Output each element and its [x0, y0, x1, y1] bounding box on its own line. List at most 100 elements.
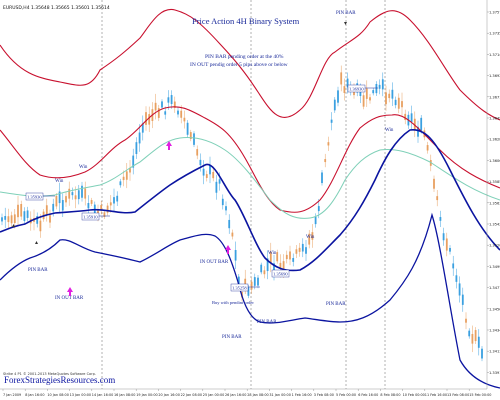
- candle-body: [68, 188, 71, 199]
- candle-body: [449, 247, 451, 252]
- price-tick-label: 1.35205: [489, 244, 500, 248]
- candle-body: [404, 113, 407, 121]
- price-tick-label: 1.34775: [489, 286, 500, 290]
- candle-body: [148, 114, 151, 125]
- candle-body: [417, 126, 419, 137]
- candle-body: [218, 179, 221, 184]
- candle-body: [65, 196, 67, 203]
- time-tick-label: 28 Jan 08:00: [247, 393, 268, 397]
- price-box-2: 1.35910: [81, 212, 100, 221]
- candle-body: [87, 202, 90, 209]
- candle-body: [209, 165, 211, 175]
- candle-body: [113, 197, 115, 204]
- price-tick-label: 1.37140: [489, 53, 500, 57]
- candle-body: [247, 287, 250, 296]
- candle-body: [119, 181, 122, 186]
- time-tick-label: 3 Feb 08:00: [314, 393, 334, 397]
- candle-body: [340, 72, 343, 85]
- time-tick-label: 10 Feb 00:00: [403, 393, 425, 397]
- candle-body: [452, 263, 455, 269]
- candle-body: [276, 252, 279, 262]
- candle-body: [45, 205, 48, 216]
- candle-body: [269, 251, 272, 264]
- candle-body: [189, 132, 192, 139]
- candle-body: [301, 243, 304, 252]
- middle-bollinger-band: [0, 137, 500, 219]
- label-win-4: Win: [306, 235, 315, 240]
- candle-body: [132, 155, 135, 168]
- candle-body: [279, 262, 282, 269]
- down-arrow-icon: [344, 22, 347, 25]
- brand-watermark: ForexStrategiesResources.com: [4, 375, 115, 385]
- candle-body: [177, 110, 179, 115]
- chart-title: Price Action 4H Binary System: [192, 16, 300, 26]
- up-arrow-icon: [166, 141, 172, 150]
- candle-body: [215, 181, 218, 193]
- up-arrow-icon: [12, 224, 15, 227]
- price-box-5: 1.35690: [271, 269, 290, 278]
- price-box-1: 1.35930: [25, 192, 44, 201]
- candle-body: [362, 95, 365, 107]
- candle-body: [36, 216, 39, 224]
- candle-body: [202, 168, 205, 176]
- time-tick-label: 5 Feb 00:00: [336, 393, 356, 397]
- candle-body: [324, 159, 327, 163]
- symbol-info: EURUSD,H4 1.35648 1.35665 1.35601 1.3561…: [3, 5, 110, 11]
- candle-body: [125, 171, 128, 180]
- time-axis: 7 Jan 2009 8 Jan 16:00 10 Jan 08:00 13 Jan …: [0, 388, 491, 397]
- label-win-2: Win: [79, 165, 88, 170]
- time-tick-label: 13 Feb 08:00: [447, 393, 469, 397]
- candle-body: [266, 258, 269, 272]
- time-tick-label: 25 Jan 00:00: [203, 393, 224, 397]
- candle-body: [465, 318, 467, 323]
- time-tick-label: 1 Feb 16:00: [292, 393, 312, 397]
- label-win-5: Win: [385, 128, 394, 133]
- candle-body: [199, 159, 202, 166]
- candle-body: [61, 200, 64, 211]
- price-tick-label: 1.37355: [489, 32, 500, 36]
- up-arrow-icon: [67, 287, 73, 296]
- candle-body: [481, 348, 483, 359]
- candle-body: [244, 278, 247, 286]
- candle-body: [375, 84, 378, 94]
- price-tick-label: 1.36495: [489, 117, 500, 121]
- candle-body: [183, 117, 186, 122]
- candle-body: [13, 214, 16, 224]
- note-in-out: IN OUT pendig order 5 pips above or belo…: [190, 62, 288, 68]
- svg-text:1.35930: 1.35930: [27, 195, 42, 200]
- time-tick-label: 14 Jan 16:00: [92, 393, 113, 397]
- candle-body: [167, 97, 170, 103]
- price-tick-label: 1.36280: [489, 138, 500, 142]
- price-tick-label: 1.33915: [489, 371, 500, 375]
- label-pin-bar-bottom-1: PIN BAR: [222, 335, 242, 340]
- label-pin-bar-left: PIN BAR: [28, 268, 48, 273]
- svg-text:1.36930: 1.36930: [349, 87, 364, 92]
- candle-body: [129, 168, 131, 173]
- candle-body: [58, 191, 61, 204]
- candle-body: [106, 205, 109, 213]
- candle-body: [193, 133, 195, 145]
- candle-body: [436, 196, 439, 201]
- period-separators: [101, 0, 386, 389]
- candle-body: [71, 192, 74, 196]
- candle-body: [378, 84, 381, 89]
- candle-body: [426, 145, 429, 151]
- time-tick-label: 8 Feb 08:00: [380, 393, 400, 397]
- candle-body: [39, 220, 42, 232]
- candle-body: [455, 275, 458, 282]
- price-axis: 1.37570 1.37355 1.37140 1.36925 1.36710 1.364…: [486, 0, 500, 389]
- up-arrow-icon: [35, 241, 38, 244]
- candle-body: [103, 212, 106, 217]
- candle-body: [122, 176, 125, 181]
- time-tick-label: 31 Jan 00:00: [269, 393, 290, 397]
- candle-body: [369, 97, 371, 101]
- lower-bollinger-band: [0, 129, 500, 272]
- price-tick-label: 1.34130: [489, 350, 500, 354]
- candle-body: [141, 123, 144, 133]
- candle-body: [314, 216, 317, 225]
- candle-body: [231, 232, 234, 237]
- small-arrows: [12, 22, 347, 244]
- up-arrow-icon: [225, 245, 231, 254]
- time-tick-label: 11 Feb 16:00: [425, 393, 447, 397]
